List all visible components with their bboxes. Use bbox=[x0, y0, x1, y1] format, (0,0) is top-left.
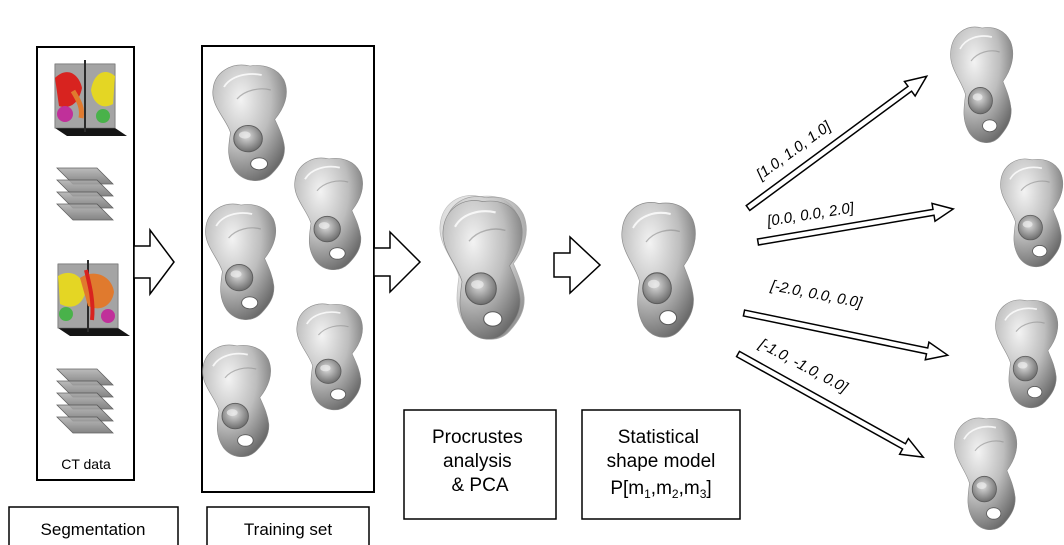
arrow-training-to-procrustes bbox=[373, 230, 422, 294]
output-arrow-2 bbox=[756, 202, 956, 246]
training-set-box bbox=[206, 506, 370, 545]
ssm-mean-shape bbox=[620, 201, 697, 339]
procrustes-shape-overlay bbox=[438, 194, 528, 341]
output-arrow-1 bbox=[745, 75, 929, 212]
output-pelvis-1 bbox=[949, 26, 1014, 144]
segmentation-label: Segmentation bbox=[41, 520, 146, 539]
procrustes-box bbox=[403, 409, 557, 520]
ct-data-label: CT data bbox=[61, 456, 111, 472]
output-arrow-3 bbox=[742, 309, 950, 361]
procrustes-label: Procrustes analysis & PCA bbox=[432, 427, 528, 496]
output-pelvis-3 bbox=[994, 299, 1059, 409]
ct-volume-bottom-icon bbox=[57, 259, 131, 337]
ssm-box bbox=[581, 409, 741, 520]
output-pelvis-4 bbox=[953, 417, 1018, 531]
ct-slices-top-icon bbox=[56, 167, 114, 221]
training-set-label: Training set bbox=[244, 520, 332, 539]
ct-volume-top-icon bbox=[54, 59, 128, 137]
arrow-ct-to-training bbox=[133, 227, 175, 297]
output-arrow-4 bbox=[735, 350, 925, 459]
arrow-procrustes-to-ssm bbox=[553, 235, 602, 295]
shape-vector-label-3: [-2.0, 0.0, 0.0] bbox=[768, 277, 864, 312]
ssm-formula: P[m1,m2,m3] bbox=[610, 478, 711, 501]
output-pelvis-2 bbox=[999, 158, 1064, 268]
ssm-label: Statistical shape model bbox=[607, 427, 716, 472]
segmentation-box bbox=[8, 506, 179, 545]
